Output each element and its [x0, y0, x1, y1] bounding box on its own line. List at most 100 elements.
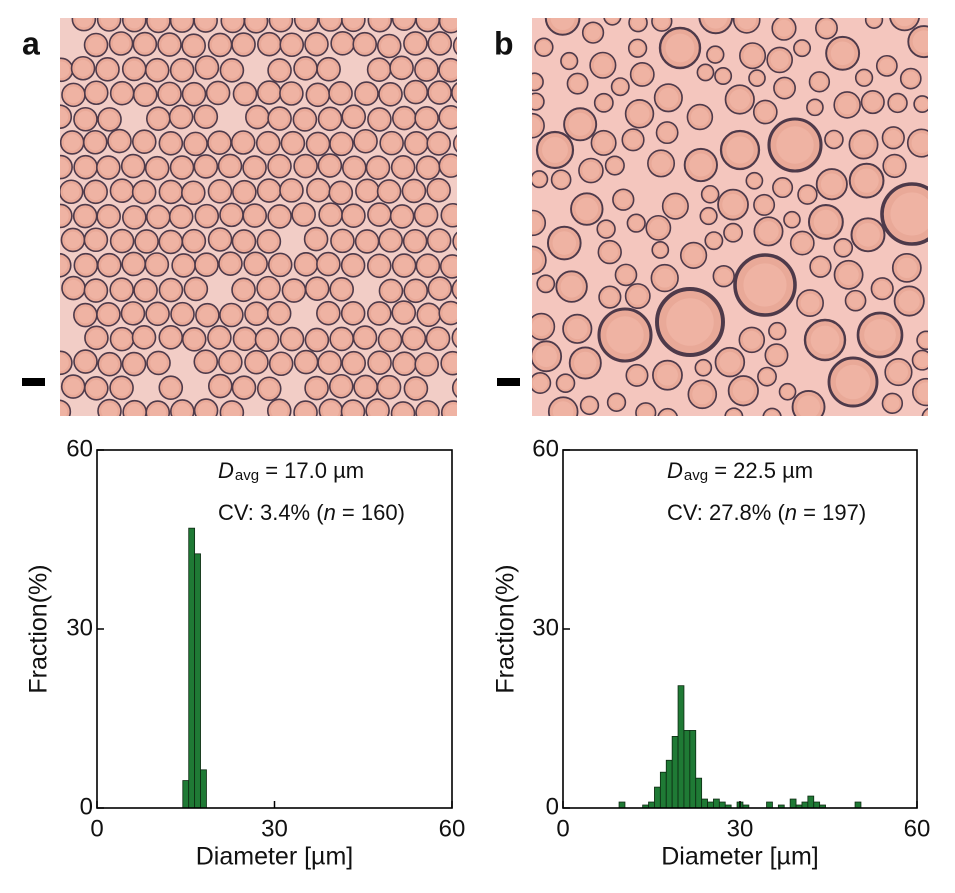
droplet-highlight — [125, 255, 142, 273]
droplet-highlight — [369, 159, 387, 176]
bar — [665, 759, 673, 809]
droplet-highlight — [690, 108, 709, 126]
droplet-highlight — [175, 257, 192, 274]
annotation-part: = 160) — [336, 500, 405, 525]
droplet-highlight — [148, 256, 166, 273]
droplet-highlight — [539, 277, 552, 290]
droplet-highlight — [659, 124, 675, 141]
droplet-highlight — [88, 329, 105, 347]
droplet-highlight — [858, 71, 871, 84]
droplet-highlight — [768, 347, 785, 364]
droplet-highlight — [113, 84, 131, 102]
droplet-highlight — [709, 48, 722, 61]
droplet-highlight — [818, 20, 835, 36]
droplet-highlight — [247, 18, 265, 30]
droplet-highlight — [86, 133, 104, 151]
droplet-highlight — [864, 319, 896, 351]
annotation-part: = 197) — [797, 500, 866, 525]
x-axis-label: Diameter [µm] — [661, 843, 818, 871]
droplet-highlight — [173, 159, 191, 176]
droplet-highlight — [113, 182, 131, 199]
droplet-highlight — [656, 364, 678, 386]
droplet-highlight — [442, 304, 457, 322]
bar — [200, 769, 207, 809]
droplet-highlight — [322, 18, 339, 28]
y-tick-label: 30 — [66, 614, 93, 641]
micrograph — [60, 18, 457, 416]
droplet-highlight — [654, 18, 669, 29]
droplet-highlight — [393, 208, 411, 225]
droplet-highlight — [172, 208, 190, 225]
droplet-highlight — [395, 18, 413, 27]
droplet-highlight — [172, 108, 190, 126]
droplet-highlight — [429, 330, 447, 347]
droplet-highlight — [321, 157, 339, 174]
droplet-highlight — [259, 134, 277, 152]
droplet — [451, 82, 457, 104]
droplet-highlight — [272, 18, 290, 29]
droplet-highlight — [430, 232, 448, 249]
droplet-highlight — [371, 18, 389, 29]
droplet-highlight — [260, 279, 277, 297]
droplet-highlight — [162, 135, 180, 152]
bar — [766, 801, 773, 809]
droplet-highlight — [614, 80, 627, 93]
droplet-highlight — [704, 18, 728, 29]
droplet-highlight — [903, 71, 919, 86]
droplet-highlight — [442, 18, 457, 30]
droplet-highlight — [743, 46, 762, 65]
droplet-highlight — [456, 44, 457, 48]
droplet-highlight — [567, 318, 588, 340]
droplet-highlight — [137, 282, 154, 299]
droplet-highlight — [74, 59, 92, 77]
droplet-highlight — [358, 233, 376, 250]
droplet-highlight — [332, 85, 349, 102]
x-axis-label: Diameter [µm] — [196, 843, 353, 871]
droplet-highlight — [610, 395, 623, 409]
droplet-highlight — [885, 129, 902, 146]
droplet-highlight — [455, 332, 457, 343]
droplet-highlight — [334, 232, 351, 250]
droplet-highlight — [271, 208, 288, 225]
droplet-highlight — [162, 233, 180, 251]
droplet-highlight — [309, 135, 327, 153]
droplet-highlight — [150, 110, 167, 127]
droplet-highlight — [743, 263, 787, 307]
droplet-highlight — [597, 96, 611, 110]
droplet-highlight — [836, 241, 850, 255]
droplet-highlight — [297, 60, 314, 77]
droplet-highlight — [60, 257, 68, 274]
droplet-highlight — [60, 207, 69, 225]
droplet-highlight — [174, 305, 191, 323]
droplet-highlight — [888, 362, 909, 382]
droplet-highlight — [322, 206, 339, 223]
x-tick-label: 60 — [904, 815, 931, 842]
annotation-part: = 22.5 µm — [708, 458, 813, 483]
droplet-highlight — [148, 61, 166, 79]
droplet-highlight — [911, 133, 928, 153]
droplet — [921, 407, 928, 416]
droplet-highlight — [307, 230, 325, 248]
droplet-highlight — [395, 109, 413, 127]
droplet-highlight — [199, 306, 216, 324]
droplet-highlight — [442, 157, 457, 174]
droplet-highlight — [198, 256, 215, 273]
bar — [718, 801, 726, 809]
droplet-highlight — [618, 267, 634, 283]
droplet-highlight — [297, 404, 314, 416]
droplet-highlight — [77, 158, 94, 176]
droplet-highlight — [111, 132, 128, 150]
droplet-highlight — [380, 183, 398, 200]
droplet-highlight — [868, 18, 881, 26]
droplet-highlight — [296, 111, 314, 128]
droplet-highlight — [185, 331, 203, 348]
droplet-highlight — [912, 30, 928, 53]
droplet-highlight — [284, 134, 302, 152]
droplet-highlight — [796, 42, 808, 55]
droplet-highlight — [135, 329, 153, 346]
droplet-highlight — [631, 41, 644, 55]
droplet-highlight — [602, 289, 618, 305]
droplet-highlight — [272, 355, 290, 373]
droplet-highlight — [707, 234, 721, 247]
